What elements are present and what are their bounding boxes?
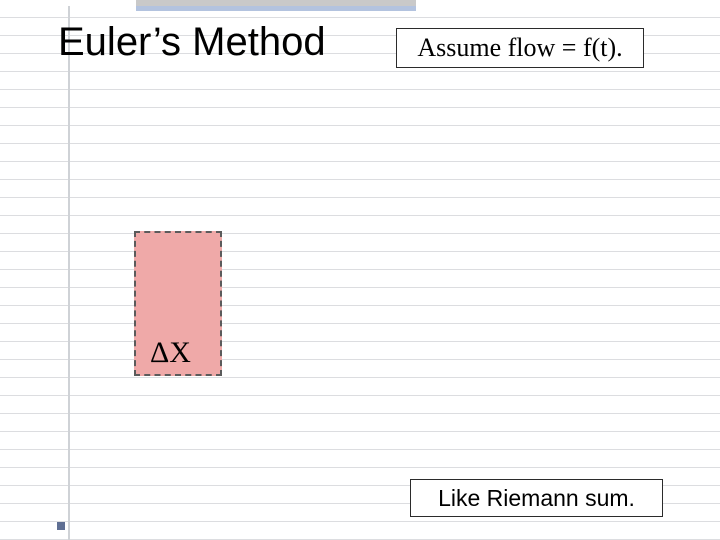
- assumption-box: Assume flow = f(t).: [396, 28, 644, 68]
- slide-title: Euler’s Method: [58, 20, 326, 65]
- delta-x-label: ΔX: [150, 336, 191, 370]
- corner-square: [57, 522, 65, 530]
- top-strip-blue: [136, 6, 416, 11]
- riemann-text: Like Riemann sum.: [438, 485, 635, 512]
- margin-rule: [68, 6, 70, 540]
- assumption-text: Assume flow = f(t).: [417, 33, 622, 63]
- ruled-background: [0, 0, 720, 540]
- riemann-box: Like Riemann sum.: [410, 479, 663, 517]
